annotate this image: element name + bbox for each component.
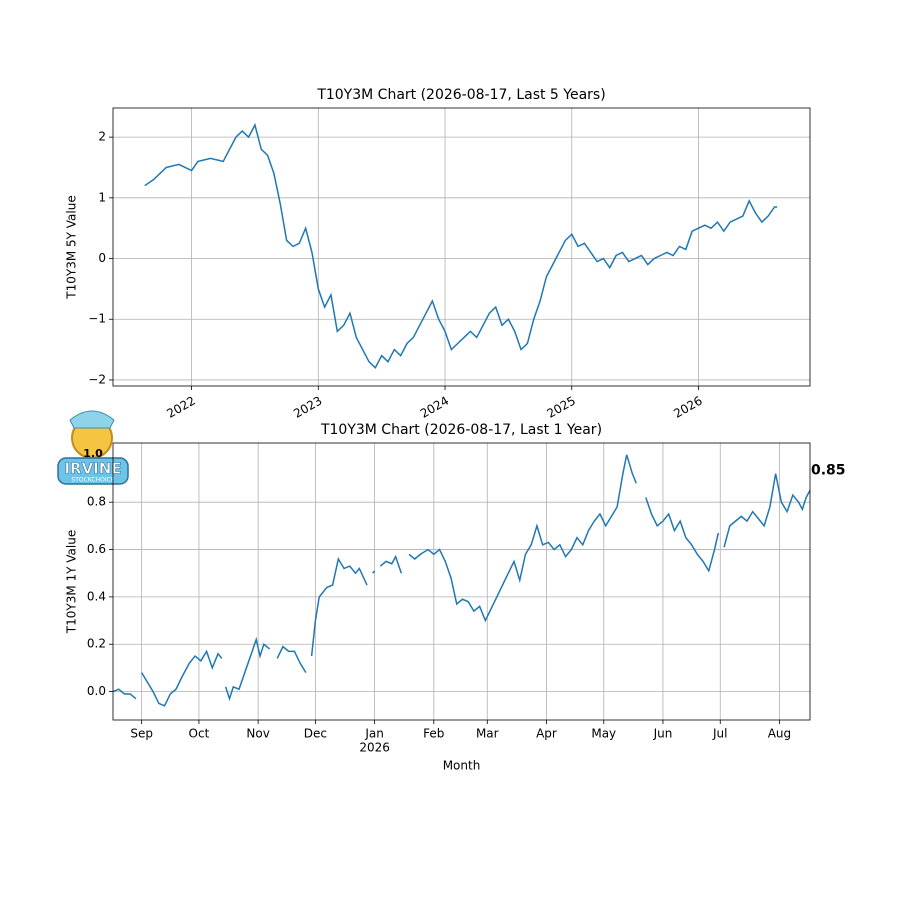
data-line [310, 557, 368, 657]
x-tick-label: 2022 [164, 394, 197, 421]
logo: 1.0 IRVINE STOCKCHOICE [57, 410, 129, 485]
y-tick-label: 0 [98, 251, 106, 265]
data-line [723, 473, 811, 548]
logo-hat [69, 410, 115, 429]
y-tick-label: 0.4 [87, 589, 106, 603]
y-tick-label: 0.2 [87, 637, 106, 651]
chart-title: T10Y3M Chart (2026-08-17, Last 1 Year) [320, 422, 602, 438]
x-tick-label: 2025 [545, 394, 578, 421]
y-tick-label: 0.8 [87, 495, 106, 509]
logo-version: 1.0 [83, 447, 103, 460]
data-line [112, 688, 137, 700]
y-tick-label: 0.0 [87, 684, 106, 698]
x-tick-label: Feb [423, 727, 444, 741]
logo-banner [57, 457, 129, 485]
x-tick-label: Nov [246, 727, 269, 741]
y-tick-label: 0.6 [87, 542, 106, 556]
logo-name: IRVINE [64, 460, 121, 478]
data-line [645, 497, 720, 573]
x-tick-label: Aug [768, 727, 791, 741]
x-tick-label: Mar [476, 727, 499, 741]
y-axis-label: T10Y3M 1Y Value [65, 530, 79, 634]
x-year-label: 2026 [359, 741, 390, 755]
data-line [379, 554, 403, 574]
y-tick-label: −2 [88, 372, 106, 386]
y-axis-label: T10Y3M 5Y Value [65, 195, 79, 299]
data-line [276, 645, 307, 674]
x-tick-label: Apr [536, 727, 557, 741]
x-tick-label: 2023 [291, 394, 324, 421]
end-value-label: 0.85 [811, 462, 846, 478]
x-tick-label: Jan [364, 727, 384, 741]
data-line [224, 636, 271, 702]
y-tick-label: 1 [98, 190, 106, 204]
x-tick-label: Dec [304, 727, 327, 741]
y-tick-label: −1 [88, 312, 106, 326]
data-line [372, 570, 376, 574]
x-tick-label: Jun [653, 727, 673, 741]
logo-tagline: STOCKCHOICE [71, 477, 114, 484]
x-axis-label: Month [443, 759, 481, 773]
x-tick-label: May [591, 727, 616, 741]
chart-title: T10Y3M Chart (2026-08-17, Last 5 Years) [316, 87, 605, 103]
axes-frame [112, 107, 811, 387]
x-tick-label: 2026 [671, 394, 704, 421]
x-tick-label: 2024 [418, 394, 451, 421]
x-tick-label: Jul [712, 727, 727, 741]
data-line [144, 122, 778, 370]
y-tick-label: 2 [98, 130, 106, 144]
data-line [408, 454, 637, 623]
data-line [140, 649, 223, 707]
x-tick-label: Sep [130, 727, 153, 741]
axes-frame [112, 442, 811, 721]
x-tick-label: Oct [189, 727, 210, 741]
